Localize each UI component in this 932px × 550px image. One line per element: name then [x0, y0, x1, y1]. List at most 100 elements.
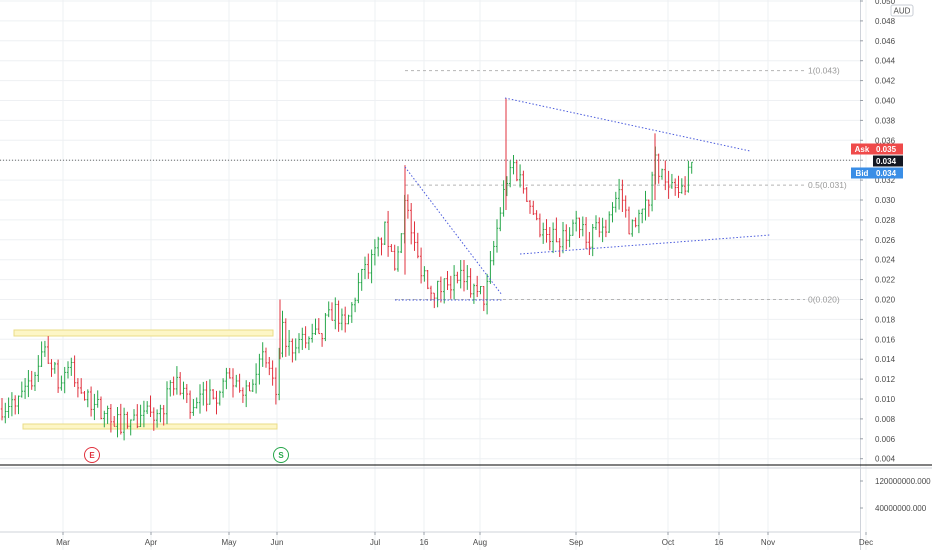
ohlc-bar — [650, 171, 654, 212]
ohlc-bar — [198, 384, 202, 414]
ohlc-bar — [0, 397, 4, 421]
ohlc-bar — [155, 409, 159, 428]
ohlc-bar — [499, 207, 502, 232]
currency-label: AUD — [894, 7, 911, 16]
ohlc-bar — [591, 224, 594, 257]
ohlc-bar — [251, 379, 254, 393]
ohlc-bar — [644, 190, 647, 221]
ohlc-bar — [14, 395, 17, 415]
price-tick-label: 0.042 — [875, 77, 896, 86]
ohlc-bar — [330, 302, 334, 321]
time-axis[interactable]: Mar Apr May Jun Jul 16 Aug Sep Oct 16 Nov Dec — [0, 531, 873, 547]
price-tick-label: 0.038 — [875, 116, 896, 125]
volume-tick-label: 40000000.000 — [875, 504, 927, 513]
ohlc-bar — [7, 397, 10, 418]
price-tick-label: 0.012 — [875, 375, 896, 384]
ohlc-bar — [169, 380, 172, 397]
ohlc-bar — [446, 270, 449, 290]
ohlc-bar — [254, 363, 258, 394]
ohlc-bar — [205, 380, 208, 412]
ohlc-bar — [271, 360, 274, 386]
ohlc-bar — [235, 374, 238, 388]
ohlc-bar — [146, 401, 149, 415]
ohlc-bar — [542, 222, 545, 244]
ohlc-bar — [393, 244, 396, 271]
ohlc-bar — [50, 359, 53, 377]
trendline[interactable] — [504, 97, 751, 152]
ohlc-bar — [195, 397, 198, 409]
ohlc-bar — [413, 221, 416, 251]
ohlc-bar — [337, 300, 340, 332]
ohlc-bar — [73, 355, 76, 387]
ohlc-bar — [479, 286, 482, 295]
price-tag: 0.034 — [873, 155, 903, 167]
ohlc-bar — [175, 366, 179, 395]
ohlc-bar — [261, 342, 264, 367]
ohlc-bar — [301, 327, 304, 350]
price-tick-label: 0.026 — [875, 236, 896, 245]
ohlc-bar — [400, 233, 403, 254]
price-tick-label: 0.046 — [875, 37, 896, 46]
price-tick-label: 0.006 — [875, 435, 896, 444]
event-marker-earnings[interactable]: E — [84, 447, 100, 463]
ohlc-bar — [63, 366, 66, 394]
price-tick-label: 0.030 — [875, 196, 896, 205]
time-tick-label: Apr — [145, 538, 158, 547]
price-tag-label: Bid — [856, 169, 869, 178]
resistance-zone — [13, 329, 274, 337]
trendline[interactable] — [519, 234, 771, 255]
ohlc-bar — [594, 215, 598, 231]
ohlc-bar — [350, 302, 353, 323]
ohlc-bar — [670, 173, 674, 189]
price-tick-label: 0.020 — [875, 296, 896, 305]
ohlc-bar — [518, 164, 522, 188]
ohlc-bar — [76, 378, 80, 398]
ohlc-bar — [462, 260, 466, 292]
ohlc-bar — [608, 211, 611, 233]
price-tag-value-box — [873, 155, 903, 167]
ohlc-bar — [634, 217, 637, 228]
price-axis[interactable]: 0.050 0.048 0.046 0.044 0.042 0.040 0.038 0.036… — [860, 0, 914, 550]
trendline[interactable] — [404, 166, 503, 296]
ohlc-bar — [162, 405, 165, 426]
price-tick-label: 0.024 — [875, 256, 896, 265]
ohlc-bar — [192, 398, 195, 416]
price-tag-value: 0.034 — [876, 157, 897, 166]
ohlc-bar — [631, 219, 634, 237]
volume-tick-label: 120000000.000 — [875, 477, 931, 486]
ohlc-bar — [674, 178, 677, 196]
ohlc-bar — [561, 222, 565, 254]
event-marker-split[interactable]: S — [273, 447, 289, 463]
fib-retracement[interactable]: 1(0.043) 0.5(0.031) 0(0.020) — [0, 66, 860, 305]
ohlc-bar — [139, 404, 142, 428]
ohlc-bar — [294, 338, 297, 361]
ohlc-bar — [159, 404, 162, 423]
price-tick-label: 0.016 — [875, 335, 896, 344]
chart-grid — [0, 0, 867, 550]
ohlc-bar — [136, 404, 139, 429]
ohlc-bar — [360, 268, 363, 291]
ohlc-bar — [99, 396, 103, 420]
time-tick-label: 16 — [715, 538, 724, 547]
ohlc-bar — [660, 168, 664, 180]
price-tick-label: 0.014 — [875, 355, 896, 364]
ohlc-bar — [307, 336, 311, 351]
price-tick-label: 0.010 — [875, 395, 896, 404]
ohlc-bar — [208, 379, 212, 405]
ohlc-bar — [202, 381, 205, 406]
ohlc-bar — [304, 326, 307, 349]
ohlc-bar — [17, 395, 20, 415]
trendlines[interactable] — [395, 97, 771, 301]
currency-badge[interactable]: AUD — [890, 4, 914, 17]
price-bars — [0, 98, 693, 441]
ohlc-bar — [512, 155, 515, 175]
time-tick-label: Dec — [859, 538, 873, 547]
event-marker-label: E — [89, 451, 95, 460]
ohlc-bar — [416, 232, 419, 259]
ohlc-bar — [515, 160, 518, 182]
ohlc-bar — [426, 269, 429, 290]
ohlc-bar — [489, 251, 492, 284]
ohlc-bar — [182, 381, 185, 400]
